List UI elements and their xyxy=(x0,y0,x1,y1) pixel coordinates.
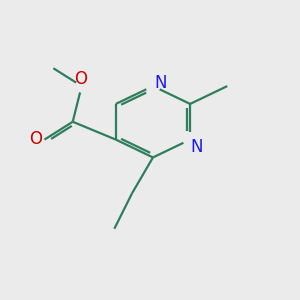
Text: N: N xyxy=(190,138,203,156)
Text: O: O xyxy=(29,130,42,148)
Text: N: N xyxy=(154,74,167,92)
Text: O: O xyxy=(74,70,87,88)
